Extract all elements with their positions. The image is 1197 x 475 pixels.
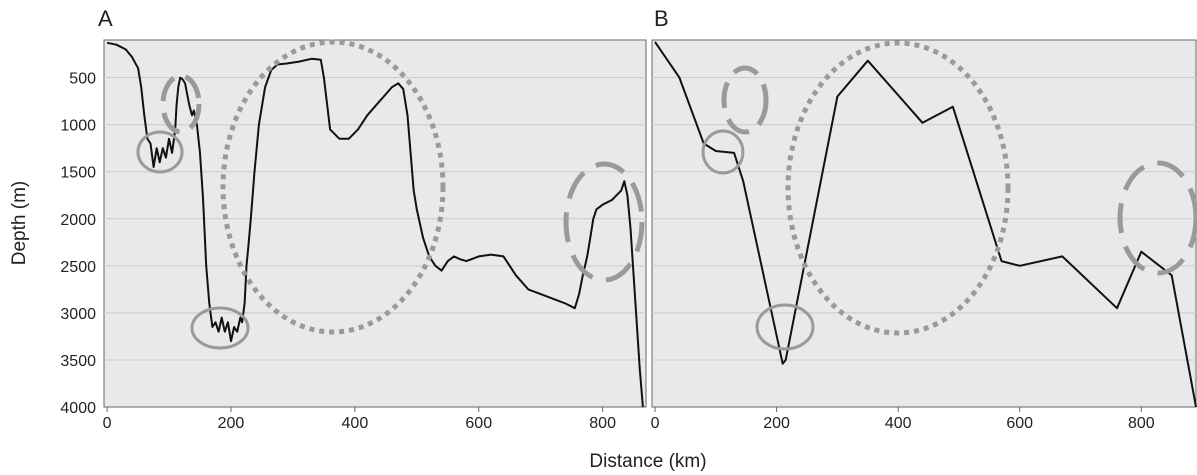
panel-b-label: B bbox=[654, 6, 669, 31]
y-axis-title: Depth (m) bbox=[9, 181, 30, 265]
y-tick-2000: 2000 bbox=[60, 212, 96, 229]
x-axis-title: Distance (km) bbox=[589, 451, 706, 472]
y-tick-500: 500 bbox=[69, 71, 96, 88]
panel-a-y-tick-labels: 500 1000 1500 2000 2500 3000 3500 4000 bbox=[60, 71, 96, 417]
annotation-dashed-a1 bbox=[160, 73, 202, 135]
a-x-tick-800: 800 bbox=[589, 415, 616, 432]
panel-a-x-tick-labels: 0 200 400 600 800 bbox=[103, 407, 616, 432]
panel-b: B 0 200 400 600 800 bbox=[651, 6, 1197, 432]
panel-a-plot-area bbox=[103, 39, 647, 408]
b-x-tick-800: 800 bbox=[1128, 415, 1155, 432]
b-x-tick-200: 200 bbox=[763, 415, 790, 432]
annotation-dotted-b1 bbox=[785, 40, 1011, 336]
panel-a-label: A bbox=[98, 6, 113, 31]
b-x-tick-600: 600 bbox=[1006, 415, 1033, 432]
y-tick-1000: 1000 bbox=[60, 118, 96, 135]
panel-a-annotations bbox=[136, 39, 645, 350]
panel-b-x-tick-labels: 0 200 400 600 800 bbox=[651, 407, 1155, 432]
a-x-tick-0: 0 bbox=[103, 415, 112, 432]
annotation-circle-a1 bbox=[136, 130, 184, 174]
annotation-dashed-b1 bbox=[721, 65, 769, 135]
annotation-circle-b2 bbox=[755, 303, 815, 351]
y-tick-3000: 3000 bbox=[60, 306, 96, 323]
panel-a-depth-line bbox=[106, 41, 644, 408]
panel-b-plot-area bbox=[651, 39, 1197, 408]
annotation-dashed-a2 bbox=[563, 161, 645, 283]
y-tick-1500: 1500 bbox=[60, 165, 96, 182]
annotation-circle-a2 bbox=[190, 306, 250, 350]
annotation-dotted-a1 bbox=[220, 39, 446, 335]
panel-a: A 500 1000 1500 2000 2500 3000 3500 4000 0 200 40… bbox=[60, 6, 647, 432]
a-x-tick-600: 600 bbox=[465, 415, 492, 432]
b-x-tick-400: 400 bbox=[885, 415, 912, 432]
annotation-dashed-b2 bbox=[1117, 160, 1197, 276]
panel-b-depth-line bbox=[654, 41, 1197, 408]
panel-b-annotations bbox=[701, 40, 1197, 351]
a-x-tick-400: 400 bbox=[342, 415, 369, 432]
a-x-tick-200: 200 bbox=[218, 415, 245, 432]
y-tick-4000: 4000 bbox=[60, 400, 96, 417]
annotation-circle-b1 bbox=[701, 129, 745, 175]
y-tick-2500: 2500 bbox=[60, 259, 96, 276]
panel-b-gridlines bbox=[652, 77, 1196, 361]
b-x-tick-0: 0 bbox=[651, 415, 660, 432]
y-tick-3500: 3500 bbox=[60, 353, 96, 370]
